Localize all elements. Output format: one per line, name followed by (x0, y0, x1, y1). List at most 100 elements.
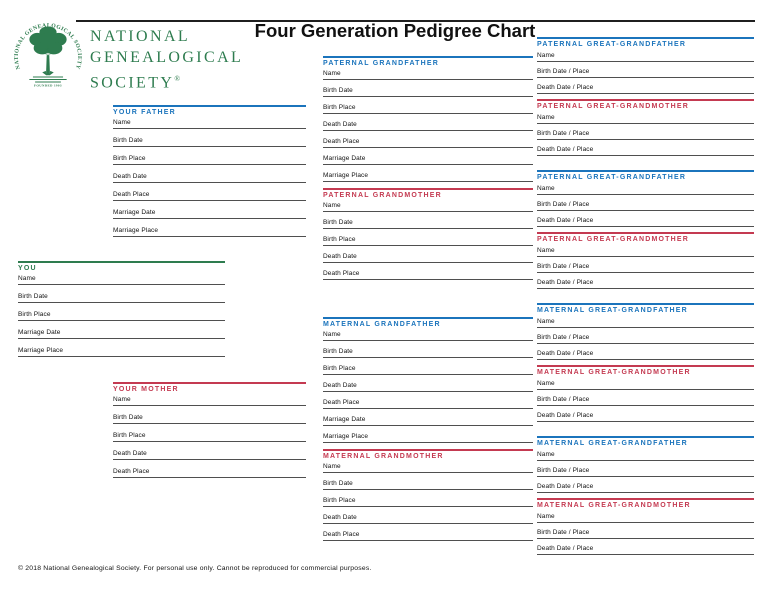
field-label: Marriage Date (113, 209, 156, 216)
field-label: Death Date (113, 450, 147, 457)
top-divider-rule (76, 20, 755, 22)
section-maternal-grandmother: MATERNAL GRANDMOTHER Name Birth Date Birth … (323, 449, 533, 547)
field-blank-line (113, 218, 306, 219)
section-paternal-great-grandfather: PATERNAL GREAT-GRANDFATHER Name Birth Date… (537, 170, 754, 232)
copyright-notice: © 2018 National Genealogical Society. Fo… (18, 565, 372, 572)
field-row: Death Date / Place (537, 349, 754, 365)
field-blank-line (323, 340, 533, 341)
section-accent-rule (323, 449, 533, 451)
field-row: Death Date (113, 449, 306, 467)
field-label: Birth Date / Place (537, 334, 590, 341)
field-label: Birth Place (18, 311, 51, 318)
section-accent-rule (113, 105, 306, 107)
field-label: Birth Date / Place (537, 201, 590, 208)
field-label: Birth Date (18, 293, 48, 300)
field-blank-line (323, 408, 533, 409)
field-blank-line (537, 210, 754, 211)
ngs-wordmark: NATIONAL GENEALOGICAL SOCIETY® (90, 26, 243, 93)
section-title: MATERNAL GREAT-GRANDMOTHER (537, 369, 691, 376)
field-blank-line (537, 256, 754, 257)
section-title: PATERNAL GRANDMOTHER (323, 192, 442, 199)
field-blank-line (113, 200, 306, 201)
field-row: Birth Date / Place (537, 333, 754, 349)
section-accent-rule (323, 317, 533, 319)
seal-banner-text: FOUNDED 1903 (34, 83, 62, 87)
section-paternal-grandmother: PATERNAL GRANDMOTHER Name Birth Date Birth … (323, 188, 533, 286)
field-row: Birth Date / Place (537, 528, 754, 544)
section-title: MATERNAL GRANDFATHER (323, 321, 441, 328)
field-label: Marriage Place (323, 172, 369, 179)
field-row: Death Date / Place (537, 216, 754, 232)
field-row: Birth Place (323, 364, 533, 381)
field-label: Name (537, 185, 555, 192)
field-blank-line (537, 226, 754, 227)
field-label: Marriage Date (18, 329, 61, 336)
field-blank-line (323, 245, 533, 246)
field-label: Name (537, 513, 555, 520)
field-label: Death Date (323, 253, 357, 260)
field-label: Marriage Date (323, 416, 366, 423)
section-accent-rule (113, 382, 306, 384)
page-title: Four Generation Pedigree Chart (254, 20, 536, 41)
field-blank-line (537, 272, 754, 273)
field-label: Name (537, 114, 555, 121)
field-label: Name (323, 463, 341, 470)
field-row: Death Place (323, 530, 533, 547)
field-label: Birth Date (323, 348, 353, 355)
field-row: Death Place (323, 269, 533, 286)
field-label: Birth Date (323, 87, 353, 94)
field-row: Death Place (323, 398, 533, 415)
field-blank-line (537, 327, 754, 328)
field-label: Name (323, 202, 341, 209)
field-row: Name (323, 462, 533, 479)
field-blank-line (323, 540, 533, 541)
field-row: Name (537, 379, 754, 395)
field-label: Death Date / Place (537, 483, 594, 490)
field-row: Marriage Place (113, 226, 306, 244)
field-blank-line (537, 288, 754, 289)
ngs-seal-icon: NATIONAL GENEALOGICAL SOCIETY FOUNDED 19… (14, 23, 82, 88)
field-row: Death Date (323, 252, 533, 269)
field-label: Name (113, 119, 131, 126)
section-title: MATERNAL GREAT-GRANDFATHER (537, 307, 688, 314)
field-blank-line (537, 155, 754, 156)
field-label: Death Date / Place (537, 412, 594, 419)
field-label: Birth Date / Place (537, 130, 590, 137)
field-label: Death Place (323, 399, 360, 406)
field-row: Birth Date (323, 86, 533, 103)
field-row: Death Date (323, 381, 533, 398)
field-label: Marriage Date (323, 155, 366, 162)
field-label: Name (537, 380, 555, 387)
field-label: Birth Date (113, 137, 143, 144)
field-row: Marriage Date (323, 415, 533, 432)
section-maternal-grandfather: MATERNAL GRANDFATHER Name Birth Date Birth … (323, 317, 533, 449)
field-row: Marriage Place (18, 346, 225, 364)
field-row: Marriage Date (18, 328, 225, 346)
field-row: Name (537, 51, 754, 67)
field-blank-line (323, 181, 533, 182)
section-accent-rule (537, 365, 754, 367)
field-row: Name (323, 330, 533, 347)
field-label: Death Date / Place (537, 84, 594, 91)
field-row: Name (113, 395, 306, 413)
section-you: YOU Name Birth Date Birth Place Marriage Dat… (18, 261, 225, 364)
section-paternal-great-grandfather: PATERNAL GREAT-GRANDFATHER Name Birth Date… (537, 37, 754, 99)
field-blank-line (323, 96, 533, 97)
field-blank-line (113, 128, 306, 129)
father-column: YOUR FATHER Name Birth Date Birth Place Deat… (113, 105, 306, 244)
field-blank-line (113, 182, 306, 183)
field-row: Name (113, 118, 306, 136)
section-title: PATERNAL GRANDFATHER (323, 60, 440, 67)
field-label: Name (113, 396, 131, 403)
section-title: PATERNAL GREAT-GRANDFATHER (537, 174, 687, 181)
wordmark-line-1: NATIONAL (90, 28, 191, 45)
field-blank-line (113, 441, 306, 442)
field-row: Marriage Date (113, 208, 306, 226)
field-row: Name (537, 317, 754, 333)
section-accent-rule (537, 99, 754, 101)
field-row: Marriage Place (323, 171, 533, 188)
field-label: Name (537, 247, 555, 254)
field-blank-line (537, 343, 754, 344)
field-label: Marriage Place (323, 433, 369, 440)
field-label: Name (323, 70, 341, 77)
